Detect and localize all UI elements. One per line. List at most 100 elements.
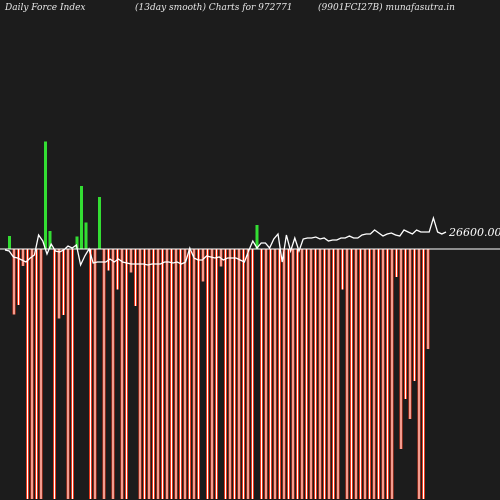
bar-negative-core (175, 249, 177, 499)
bar-positive (44, 141, 47, 249)
bar-negative-core (297, 249, 298, 499)
chart-title-left: Daily Force Index (5, 3, 86, 13)
bar-negative-core (94, 249, 96, 499)
bar-negative-core (90, 249, 91, 499)
bar-negative-core (144, 249, 145, 499)
bar-negative-core (130, 249, 132, 273)
bar-negative-core (378, 249, 379, 499)
bar-negative-core (234, 249, 235, 499)
bar-negative-core (382, 249, 384, 499)
bar-negative-core (360, 249, 361, 499)
bar-negative-core (283, 249, 285, 499)
bar-negative-core (13, 249, 15, 315)
bar-negative-core (274, 249, 276, 499)
bar-negative-core (211, 249, 213, 499)
bar-negative-core (184, 249, 186, 499)
bar-negative-core (58, 249, 60, 319)
bar-negative-core (423, 249, 424, 499)
bar-negative-core (351, 249, 352, 499)
bar-negative-core (225, 249, 226, 499)
bar-negative-core (369, 249, 370, 499)
bar-negative-core (306, 249, 307, 499)
bar-negative-core (135, 249, 136, 306)
force-index-line (4, 215, 447, 268)
bar-negative-core (189, 249, 190, 499)
bar-negative-core (373, 249, 375, 499)
bar-negative-core (171, 249, 172, 499)
bar-negative-core (148, 249, 150, 499)
bar-negative-core (337, 249, 339, 499)
bar-negative-core (27, 249, 28, 499)
bar-negative-core (391, 249, 393, 499)
bar-negative-core (252, 249, 253, 499)
bar-negative-core (364, 249, 366, 499)
bar-negative-core (261, 249, 262, 499)
bar-negative-core (427, 249, 429, 349)
bar-negative-core (346, 249, 348, 499)
bar-negative-core (418, 249, 420, 499)
bar-positive (80, 186, 83, 249)
bar-negative-core (238, 249, 240, 499)
bar-negative-core (324, 249, 325, 499)
bar-negative-core (139, 249, 141, 499)
bar-positive (255, 225, 259, 249)
bar-negative-core (414, 249, 415, 381)
chart-title-right: (9901FCI27B) munafasutra.in (318, 3, 455, 13)
bar-negative-core (112, 249, 114, 499)
bar-negative-core (36, 249, 37, 499)
bar-negative-core (153, 249, 154, 499)
bar-negative-core (387, 249, 388, 499)
bar-negative-core (121, 249, 123, 499)
bar-negative-core (229, 249, 231, 499)
bar-negative-core (18, 249, 19, 305)
bar-negative-core (333, 249, 334, 499)
bar-negative-core (193, 249, 195, 499)
bar-positive (8, 236, 11, 249)
bar-negative-core (72, 249, 73, 499)
bar-negative-core (405, 249, 406, 399)
bar-negative-core (409, 249, 411, 419)
bar-negative-core (310, 249, 312, 499)
bar-positive (75, 236, 79, 249)
bar-positive (48, 231, 52, 249)
bar-negative-core (63, 249, 64, 315)
bar-negative-core (31, 249, 33, 499)
bar-negative-core (315, 249, 316, 499)
bar-negative-core (279, 249, 280, 499)
bar-negative-core (166, 249, 168, 499)
bar-negative-core (126, 249, 127, 499)
bar-negative-core (157, 249, 159, 499)
bar-positive (84, 222, 88, 249)
bar-negative-core (247, 249, 249, 499)
bar-negative-core (180, 249, 181, 499)
bar-negative-core (67, 249, 69, 499)
bar-negative-core (396, 249, 397, 277)
bar-negative-core (328, 249, 330, 499)
bar-negative-core (207, 249, 208, 499)
chart-title-center: (13day smooth) Charts for 972771 (135, 3, 293, 13)
bar-negative-core (265, 249, 267, 499)
bar-negative-core (216, 249, 217, 499)
bar-negative-core (243, 249, 244, 499)
bar-negative-core (40, 249, 42, 499)
zero-value-label: 26600.00 (448, 226, 500, 239)
bar-negative-core (319, 249, 321, 499)
bar-negative-core (103, 249, 105, 499)
bar-negative-core (400, 249, 402, 449)
bar-negative-core (301, 249, 303, 499)
bar-positive (98, 197, 101, 249)
bar-negative-core (198, 249, 199, 499)
bar-negative-core (342, 249, 343, 290)
bar-negative-core (355, 249, 357, 499)
bar-negative-core (292, 249, 294, 499)
bars-layer (8, 141, 430, 499)
bar-negative-core (117, 249, 118, 290)
bar-negative-core (288, 249, 289, 499)
bar-negative-core (162, 249, 163, 499)
bar-negative-core (202, 249, 204, 282)
bar-negative-core (270, 249, 271, 499)
bar-negative-core (22, 249, 24, 266)
bar-negative-core (54, 249, 55, 499)
